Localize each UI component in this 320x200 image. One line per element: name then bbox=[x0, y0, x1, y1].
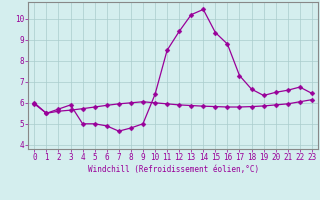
X-axis label: Windchill (Refroidissement éolien,°C): Windchill (Refroidissement éolien,°C) bbox=[88, 165, 259, 174]
